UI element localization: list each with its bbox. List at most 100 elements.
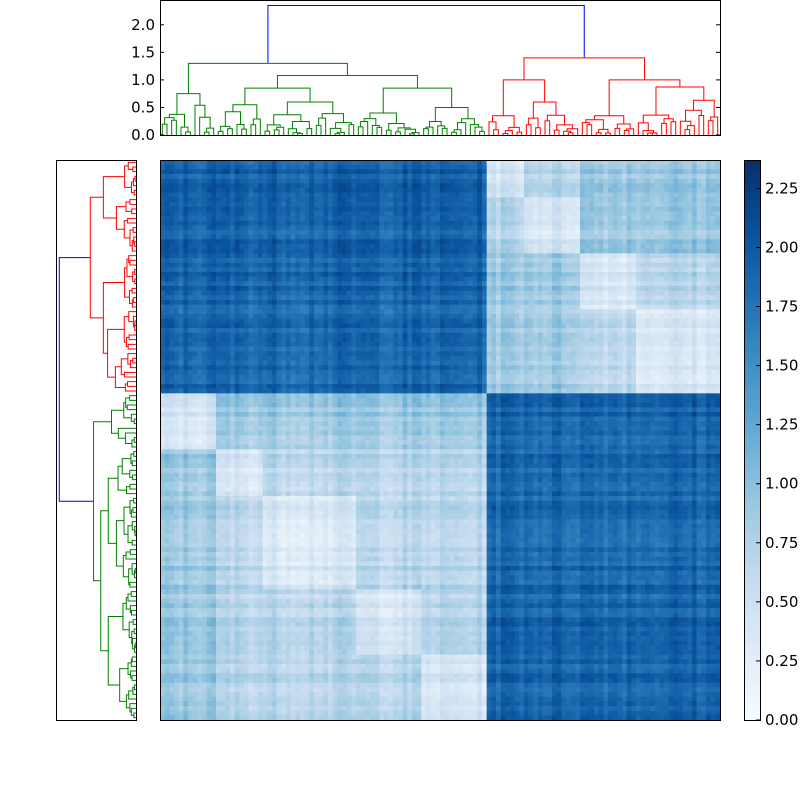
heatmap-cell [277, 239, 282, 244]
heatmap-cell [351, 277, 356, 282]
heatmap-cell [515, 188, 520, 193]
heatmap-cell [552, 295, 557, 300]
heatmap-cell [575, 188, 580, 193]
heatmap-cell [659, 230, 664, 235]
heatmap-cell [613, 277, 618, 282]
heatmap-cell [440, 211, 445, 216]
heatmap-cell [169, 305, 174, 310]
heatmap-cell [571, 291, 576, 296]
heatmap-cell [496, 225, 501, 230]
left-dendrogram-link [133, 358, 136, 363]
heatmap-cell [305, 239, 310, 244]
heatmap-cell [188, 188, 193, 193]
heatmap-cell [538, 305, 543, 310]
heatmap-cell [692, 300, 697, 305]
heatmap-cell [300, 188, 305, 193]
heatmap-cell [328, 263, 333, 268]
heatmap-cell [589, 216, 594, 221]
heatmap-cell [594, 221, 599, 226]
heatmap-cell [468, 239, 473, 244]
heatmap-cell [594, 267, 599, 272]
heatmap-cell [515, 309, 520, 314]
heatmap-cell [379, 272, 384, 277]
heatmap-cell [706, 165, 711, 170]
heatmap-cell [557, 188, 562, 193]
heatmap-cell [342, 193, 347, 198]
heatmap-cell [356, 216, 361, 221]
heatmap-cell [225, 263, 230, 268]
heatmap-cell [580, 221, 585, 226]
heatmap-cell [585, 277, 590, 282]
heatmap-cell [356, 305, 361, 310]
heatmap-cell [207, 197, 212, 202]
heatmap-cell [361, 328, 366, 333]
heatmap-cell [519, 197, 524, 202]
heatmap-cell [575, 333, 580, 338]
heatmap-cell [356, 309, 361, 314]
heatmap-cell [636, 183, 641, 188]
heatmap-cell [417, 179, 422, 184]
heatmap-cell [281, 333, 286, 338]
heatmap-cell [165, 323, 170, 328]
heatmap-cell [627, 221, 632, 226]
heatmap-cell [575, 300, 580, 305]
heatmap-cell [249, 300, 254, 305]
heatmap-cell [337, 342, 342, 347]
heatmap-cell [314, 342, 319, 347]
heatmap-cell [347, 169, 352, 174]
heatmap-cell [445, 328, 450, 333]
heatmap-cell [277, 263, 282, 268]
heatmap-cell [431, 300, 436, 305]
heatmap-cell [701, 211, 706, 216]
heatmap-cell [561, 277, 566, 282]
heatmap-cell [351, 286, 356, 291]
heatmap-cell [557, 249, 562, 254]
heatmap-cell [510, 239, 515, 244]
heatmap-cell [594, 305, 599, 310]
heatmap-cell [669, 188, 674, 193]
heatmap-cell [183, 267, 188, 272]
heatmap-cell [445, 323, 450, 328]
heatmap-cell [561, 235, 566, 240]
heatmap-cell [655, 249, 660, 254]
heatmap-cell [333, 174, 338, 179]
heatmap-cell [515, 216, 520, 221]
heatmap-cell [258, 211, 263, 216]
heatmap-cell [655, 230, 660, 235]
heatmap-cell [295, 174, 300, 179]
heatmap-cell [417, 244, 422, 249]
heatmap-cell [389, 300, 394, 305]
heatmap-cell [305, 305, 310, 310]
heatmap-cell [249, 263, 254, 268]
heatmap-cell [333, 169, 338, 174]
heatmap-cell [627, 277, 632, 282]
heatmap-cell [552, 267, 557, 272]
heatmap-cell [529, 333, 534, 338]
heatmap-cell [309, 225, 314, 230]
heatmap-cell [594, 211, 599, 216]
heatmap-cell [300, 249, 305, 254]
heatmap-cell [183, 323, 188, 328]
heatmap-cell [510, 328, 515, 333]
heatmap-cell [225, 188, 230, 193]
heatmap-cell [552, 333, 557, 338]
heatmap-cell [337, 207, 342, 212]
heatmap-cell [603, 272, 608, 277]
heatmap-cell [295, 323, 300, 328]
heatmap-cell [211, 253, 216, 258]
heatmap-cell [547, 281, 552, 286]
heatmap-cell [585, 230, 590, 235]
heatmap-cell [603, 202, 608, 207]
heatmap-cell [361, 202, 366, 207]
heatmap-cell [244, 291, 249, 296]
heatmap-cell [407, 239, 412, 244]
heatmap-cell [193, 174, 198, 179]
heatmap-cell [454, 323, 459, 328]
heatmap-cell [547, 202, 552, 207]
heatmap-cell [207, 202, 212, 207]
heatmap-cell [272, 193, 277, 198]
heatmap-cell [496, 295, 501, 300]
heatmap-cell [235, 291, 240, 296]
heatmap-cell [683, 249, 688, 254]
heatmap-cell [426, 305, 431, 310]
